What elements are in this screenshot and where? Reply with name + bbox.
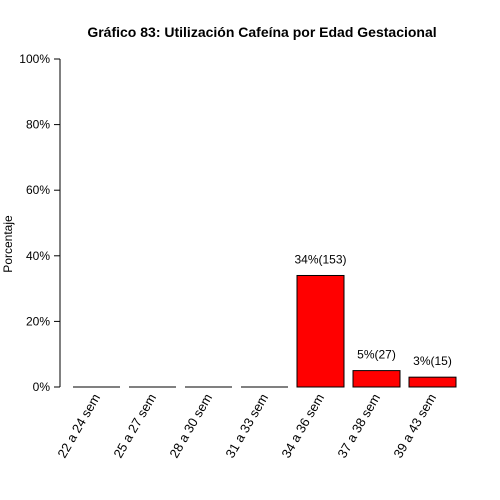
data-label: 34%(153) bbox=[294, 252, 346, 266]
y-tick-label: 20% bbox=[26, 314, 50, 328]
y-tick-label: 100% bbox=[19, 52, 50, 66]
bar bbox=[352, 370, 401, 388]
x-tick-label: 28 a 30 sem bbox=[166, 391, 215, 460]
y-tick-label: 40% bbox=[26, 249, 50, 263]
data-label: 5%(27) bbox=[357, 348, 396, 362]
y-axis-label: Porcentaje bbox=[1, 215, 15, 273]
x-tick-label: 39 a 43 sem bbox=[390, 391, 439, 460]
data-label: 3%(15) bbox=[413, 354, 452, 368]
x-tick-label: 37 a 38 sem bbox=[334, 391, 383, 460]
bar bbox=[408, 376, 457, 388]
bar bbox=[296, 274, 345, 388]
y-axis: 0% 20% 40% 60% 80% 100% bbox=[19, 52, 61, 394]
x-axis-labels: 22 a 24 sem 25 a 27 sem 28 a 30 sem 31 a 33… bbox=[54, 391, 439, 460]
y-tick-label: 0% bbox=[33, 380, 51, 394]
y-tick-label: 60% bbox=[26, 183, 50, 197]
x-tick-label: 34 a 36 sem bbox=[278, 391, 327, 460]
data-labels: 34%(153) 5%(27) 3%(15) bbox=[294, 252, 451, 368]
x-tick-label: 31 a 33 sem bbox=[222, 391, 271, 460]
x-tick-label: 22 a 24 sem bbox=[54, 391, 103, 460]
x-tick-label: 25 a 27 sem bbox=[110, 391, 159, 460]
bars bbox=[73, 274, 457, 388]
chart-title: Gráfico 83: Utilización Cafeína por Edad… bbox=[87, 24, 436, 40]
y-tick-label: 80% bbox=[26, 118, 50, 132]
